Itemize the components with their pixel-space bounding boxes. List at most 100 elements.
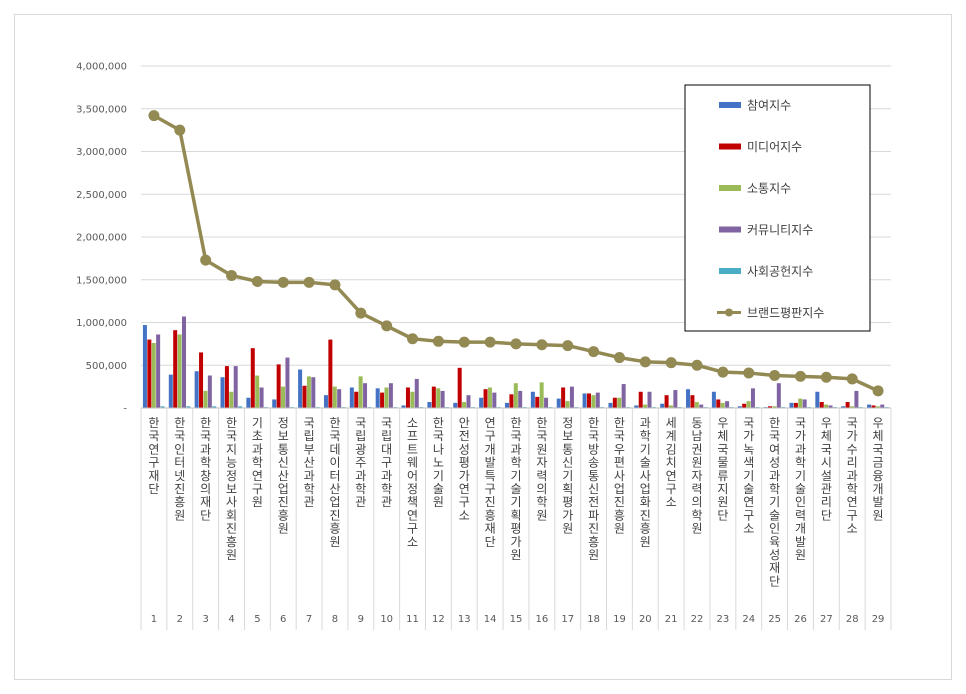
bar xyxy=(595,392,600,408)
line-point xyxy=(251,275,263,287)
bar xyxy=(772,406,777,408)
bar xyxy=(509,394,514,408)
bar xyxy=(673,390,678,408)
bar xyxy=(207,375,212,408)
x-category-number: 8 xyxy=(332,614,338,625)
bar xyxy=(181,316,186,408)
bar-layer xyxy=(142,316,889,408)
bar xyxy=(668,405,673,408)
bar xyxy=(880,404,885,408)
bar xyxy=(690,395,695,408)
legend-swatch xyxy=(719,226,741,233)
x-category-number: 5 xyxy=(254,614,260,625)
bar xyxy=(431,386,436,408)
bar xyxy=(311,377,316,408)
line-point xyxy=(639,356,651,368)
bar xyxy=(259,387,264,408)
bar xyxy=(173,330,178,408)
bar xyxy=(479,397,484,408)
y-tick-label: 4,000,000 xyxy=(76,62,127,73)
bar xyxy=(151,343,156,408)
bar xyxy=(160,406,165,408)
line-layer xyxy=(148,110,884,397)
bar xyxy=(332,386,337,408)
bar xyxy=(518,390,523,408)
x-category-number: 27 xyxy=(820,614,833,625)
legend-label: 미디어지수 xyxy=(747,140,802,154)
x-category-number: 7 xyxy=(306,614,312,625)
line-point xyxy=(510,338,522,350)
x-category-number: 16 xyxy=(535,614,548,625)
bar xyxy=(737,406,742,408)
line-point xyxy=(613,352,625,364)
x-category-number: 2 xyxy=(177,614,183,625)
x-category-number: 18 xyxy=(587,614,600,625)
bar xyxy=(694,402,699,408)
bar xyxy=(556,398,561,408)
bar xyxy=(285,357,290,408)
x-category-number: 9 xyxy=(358,614,364,625)
bar xyxy=(530,391,535,408)
line-point xyxy=(355,307,367,319)
bar xyxy=(513,383,518,408)
bar xyxy=(660,403,665,408)
bar xyxy=(388,383,393,408)
x-category-number: 29 xyxy=(872,614,885,625)
bar xyxy=(768,406,773,408)
bar xyxy=(720,402,725,408)
bar xyxy=(466,395,471,408)
legend-marker xyxy=(725,308,733,317)
legend-swatch xyxy=(719,102,741,108)
bar xyxy=(686,389,691,408)
bar xyxy=(414,378,419,408)
legend-label: 브랜드평판지수 xyxy=(747,306,824,320)
y-tick-label: 3,000,000 xyxy=(76,147,127,158)
x-category-number: 19 xyxy=(613,614,626,625)
y-tick-label: - xyxy=(123,404,127,415)
x-category-number: 25 xyxy=(768,614,781,625)
bar xyxy=(203,390,208,408)
bar xyxy=(711,391,716,408)
x-category-number: 28 xyxy=(846,614,859,625)
line-point xyxy=(846,373,858,385)
chart-svg: - 500,000 1,000,000 1,500,000 2,000,000 2,500… xyxy=(76,62,892,630)
x-category-number: 6 xyxy=(280,614,286,625)
bar xyxy=(375,388,380,408)
bar xyxy=(276,364,281,408)
bar xyxy=(621,384,626,408)
bar xyxy=(405,387,410,408)
bar xyxy=(716,399,721,408)
line-point xyxy=(381,320,393,332)
bar xyxy=(793,402,798,408)
line-point xyxy=(484,336,496,348)
bar xyxy=(272,399,277,408)
bar xyxy=(634,405,639,408)
bar xyxy=(535,396,540,408)
bar xyxy=(647,391,652,408)
grid-layer xyxy=(141,65,891,366)
x-category-number: 1 xyxy=(151,614,157,625)
bar xyxy=(539,382,544,408)
line-point xyxy=(226,269,238,281)
bar xyxy=(725,401,730,408)
x-category-number: 26 xyxy=(794,614,807,625)
bar xyxy=(323,395,328,408)
legend-label: 커뮤니티지수 xyxy=(747,223,813,237)
bar xyxy=(802,399,807,408)
bar xyxy=(483,389,488,408)
